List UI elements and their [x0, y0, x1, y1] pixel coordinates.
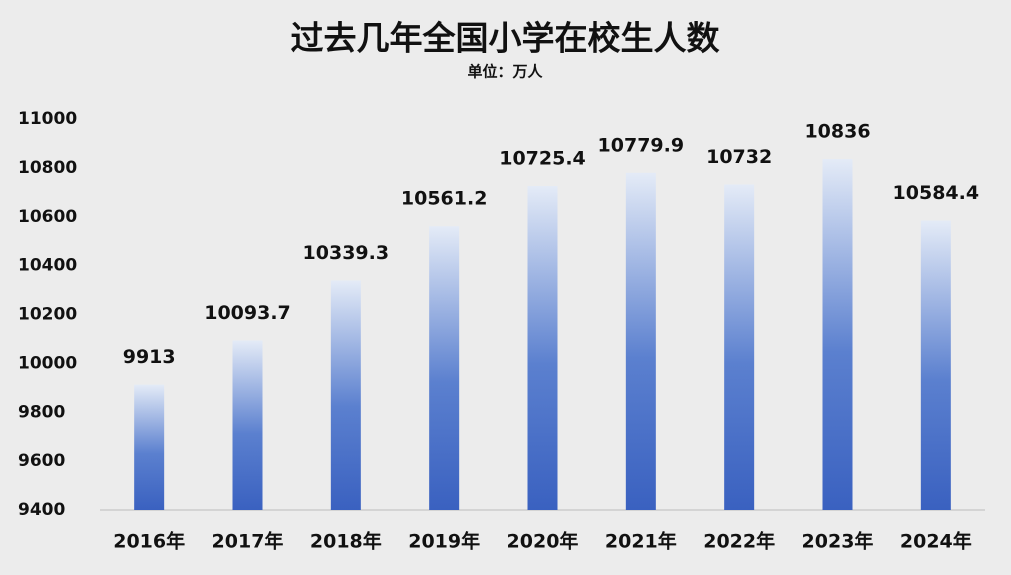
x-tick-label: 2022年: [703, 530, 775, 553]
bar: [724, 184, 755, 510]
chart-subtitle: 单位：万人: [467, 63, 543, 81]
data-label: 10339.3: [303, 242, 390, 264]
data-label: 10093.7: [204, 302, 291, 324]
y-tick-label: 9400: [18, 500, 65, 520]
data-label: 10584.4: [893, 182, 980, 204]
x-tick-label: 2020年: [507, 530, 579, 553]
y-tick-label: 9600: [18, 451, 65, 471]
y-tick-label: 10200: [18, 305, 77, 325]
y-tick-label: 9800: [18, 402, 65, 422]
bar: [429, 226, 460, 510]
data-label: 10779.9: [598, 134, 685, 156]
chart-title: 过去几年全国小学在校生人数: [291, 19, 721, 58]
x-tick-label: 2016年: [113, 530, 185, 553]
bar: [527, 186, 558, 510]
data-label: 10561.2: [401, 188, 488, 210]
data-label: 9913: [123, 346, 176, 368]
data-label: 10732: [706, 146, 772, 168]
y-tick-label: 10800: [18, 158, 77, 178]
y-tick-label: 10600: [18, 207, 77, 227]
y-tick-label: 10000: [18, 353, 77, 373]
y-tick-label: 10400: [18, 256, 77, 276]
x-tick-label: 2018年: [310, 530, 382, 553]
x-tick-label: 2023年: [802, 530, 874, 553]
bar: [134, 384, 165, 510]
x-tick-label: 2024年: [900, 530, 972, 553]
y-tick-label: 11000: [18, 109, 77, 129]
x-tick-label: 2019年: [408, 530, 480, 553]
x-tick-label: 2021年: [605, 530, 677, 553]
data-label: 10836: [804, 121, 870, 143]
bar: [920, 220, 951, 510]
bar: [822, 159, 853, 510]
bar: [232, 340, 263, 510]
bar: [625, 172, 656, 511]
bar: [330, 280, 361, 510]
x-tick-label: 2017年: [212, 530, 284, 553]
data-label: 10725.4: [499, 148, 586, 170]
